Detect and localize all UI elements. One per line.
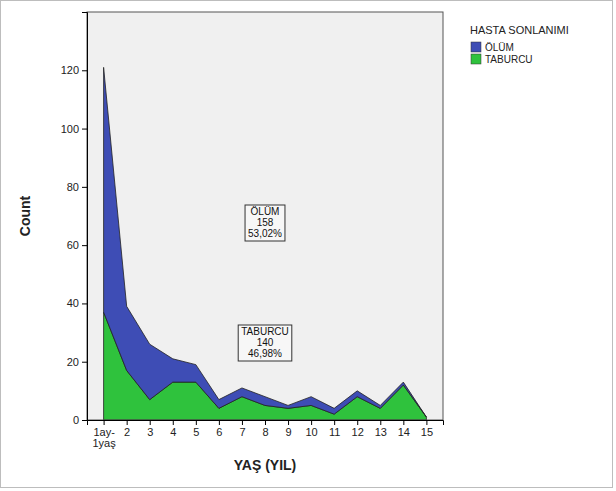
x-tick-label: 6 — [216, 426, 222, 438]
x-tick-label: 1ay-1yaş — [92, 426, 116, 450]
x-tick-mark — [403, 420, 404, 425]
y-tick: 60 — [67, 239, 87, 251]
x-tick-label: 8 — [262, 426, 268, 438]
x-tick-mark — [219, 420, 220, 425]
y-tick-label: 120 — [61, 64, 79, 76]
y-tick: 80 — [67, 181, 87, 193]
x-tick-mark — [426, 420, 427, 425]
plot-background — [87, 12, 443, 420]
annotation-text: 46,98% — [248, 348, 282, 359]
x-tick-mark — [173, 420, 174, 425]
x-tick-label: 9 — [285, 426, 291, 438]
x-tick-label: 15 — [421, 426, 433, 438]
x-axis-title: YAŞ (YIL) — [234, 457, 297, 473]
x-tick-label: 12 — [352, 426, 364, 438]
x-tick: 10 — [305, 420, 317, 438]
y-tick-mark — [82, 70, 87, 71]
x-tick: 1ay-1yaş — [92, 420, 116, 449]
chart-frame — [1, 1, 613, 488]
x-tick-mark — [196, 420, 197, 425]
y-tick-mark — [82, 303, 87, 304]
legend-title: HASTA SONLANIMI — [470, 24, 569, 36]
y-tick-mark — [82, 362, 87, 363]
legend: HASTA SONLANIMI ÖLÜMTABURCU — [470, 24, 569, 65]
legend-swatch — [471, 54, 481, 64]
legend-label: TABURCU — [485, 54, 533, 65]
x-tick-label: 7 — [239, 426, 245, 438]
x-tick: 4 — [170, 420, 176, 438]
x-axis: 1ay-1yaş 2 3 4 5 6 7 8 9 10 11 12 13 14 15 — [88, 420, 444, 449]
annotation-box — [238, 325, 292, 361]
x-tick-label: 5 — [193, 426, 199, 438]
annotation-text: ÖLÜM — [251, 206, 280, 217]
y-axis-title: Count — [17, 195, 33, 236]
plot-area — [104, 67, 427, 420]
x-tick: 2 — [124, 420, 130, 438]
x-tick: 7 — [239, 420, 245, 438]
y-tick-label: 20 — [67, 356, 79, 368]
x-tick-mark — [150, 420, 151, 425]
x-tick-mark — [311, 420, 312, 425]
x-tick-label: 13 — [375, 426, 387, 438]
x-tick: 5 — [193, 420, 199, 438]
y-tick: 100 — [61, 123, 87, 135]
y-axis: 0 20 40 60 80 100 120 — [61, 13, 88, 427]
y-tick-mark — [82, 187, 87, 188]
x-tick-label: 14 — [398, 426, 410, 438]
y-axis-line — [82, 13, 88, 421]
annotation-text: 53,02% — [248, 228, 282, 239]
y-tick-mark — [82, 129, 87, 130]
x-tick: 11 — [329, 420, 340, 438]
legend-label: ÖLÜM — [485, 42, 514, 53]
x-tick-mark — [265, 420, 266, 425]
y-tick-label: 80 — [67, 181, 79, 193]
x-tick: 12 — [352, 420, 364, 438]
legend-swatch — [471, 42, 481, 52]
y-tick: 40 — [67, 297, 87, 309]
y-tick: 20 — [67, 356, 87, 368]
x-tick-label: 4 — [170, 426, 176, 438]
y-tick-label: 100 — [61, 123, 79, 135]
x-tick-mark — [380, 420, 381, 425]
plot-frame — [87, 12, 443, 420]
annotation-text: 140 — [257, 337, 274, 348]
y-tick-label: 40 — [67, 297, 79, 309]
annotation-text: 158 — [257, 217, 274, 228]
y-tick: 0 — [73, 414, 87, 426]
x-tick-label: 3 — [147, 426, 153, 438]
y-tick-mark — [82, 420, 87, 421]
x-axis-line — [88, 421, 444, 426]
x-tick: 15 — [421, 420, 433, 438]
x-tick-label: 10 — [305, 426, 317, 438]
annotation-box — [245, 205, 285, 241]
x-tick-mark — [334, 420, 335, 425]
x-tick-mark — [357, 420, 358, 425]
x-tick: 13 — [375, 420, 387, 438]
x-tick-mark — [127, 420, 128, 425]
x-tick-mark — [104, 420, 105, 425]
x-tick: 9 — [285, 420, 291, 438]
x-tick-mark — [288, 420, 289, 425]
x-tick: 6 — [216, 420, 222, 438]
y-tick-label: 60 — [67, 239, 79, 251]
annotation: ÖLÜM15853,02% — [245, 205, 285, 241]
y-tick: 120 — [61, 64, 87, 76]
x-tick: 8 — [262, 420, 268, 438]
x-tick: 14 — [398, 420, 410, 438]
area — [104, 67, 427, 417]
x-tick-label: 2 — [124, 426, 130, 438]
y-tick-mark — [82, 245, 87, 246]
x-tick: 3 — [147, 420, 153, 438]
chart: 0204060801001201ay-1yaş23456789101112131… — [0, 0, 616, 491]
x-tick-mark — [242, 420, 243, 425]
annotation: TABURCU14046,98% — [238, 325, 292, 361]
x-tick-label: 11 — [329, 426, 340, 438]
annotation-text: TABURCU — [241, 326, 289, 337]
y-tick-label: 0 — [73, 414, 79, 426]
